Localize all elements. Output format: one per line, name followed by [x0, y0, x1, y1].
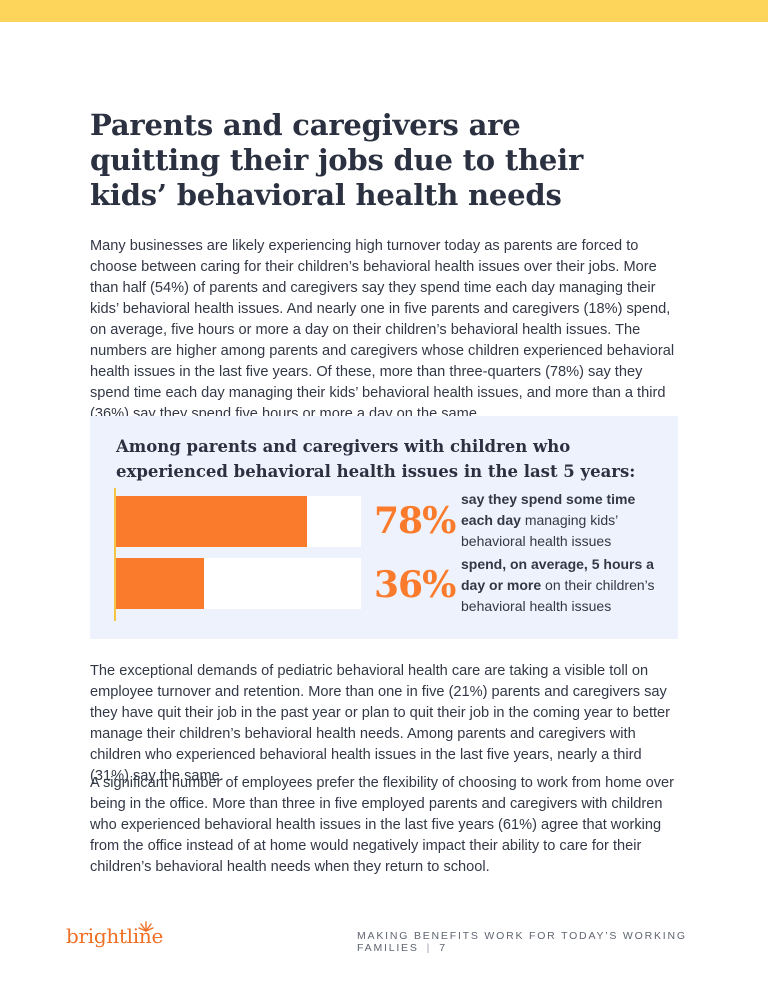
stat-bar-track-1 [116, 496, 361, 547]
intro-paragraph: Many businesses are likely experiencing … [90, 238, 675, 422]
stat-callout-box: Among parents and caregivers with childr… [90, 416, 678, 639]
stat-description-1-bold: say they spend some time each day [461, 491, 636, 528]
top-accent-bar [0, 0, 768, 22]
stat-description-1-rest: managing kids’ behavioral health issues [461, 512, 618, 549]
footer-running-title: MAKING BENEFITS WORK FOR TODAY’S WORKING… [357, 930, 687, 954]
brightline-logo-text: brightline [66, 924, 163, 948]
stat-description-2-rest: on their children’s behavioral health is… [461, 577, 655, 614]
page-heading: Parents and caregivers are quitting thei… [90, 108, 584, 212]
callout-title: Among parents and caregivers with childr… [116, 437, 636, 481]
stat-percent-78: 78% [374, 500, 456, 542]
remote-work-paragraph: A significant number of employees prefer… [90, 775, 675, 875]
stat-bar-fill-78 [116, 496, 308, 547]
stat-description-1: say they spend some time each day managi… [461, 489, 666, 552]
stat-bar-fill-36 [116, 558, 205, 609]
turnover-paragraph: The exceptional demands of pediatric beh… [90, 663, 671, 784]
page-number: 7 [439, 942, 447, 954]
bar-baseline-rule [114, 488, 116, 621]
stat-description-2: spend, on average, 5 hours a day or more… [461, 554, 666, 617]
stat-description-2-bold: spend, on average, 5 hours a day or more [461, 556, 654, 593]
stat-percent-36: 36% [374, 564, 456, 606]
stat-bar-track-2 [116, 558, 361, 609]
page-footer: MAKING BENEFITS WORK FOR TODAY’S WORKING… [357, 930, 768, 954]
brightline-logo: brightline [66, 921, 163, 948]
sunburst-icon [138, 921, 154, 932]
footer-separator: | [426, 942, 432, 954]
